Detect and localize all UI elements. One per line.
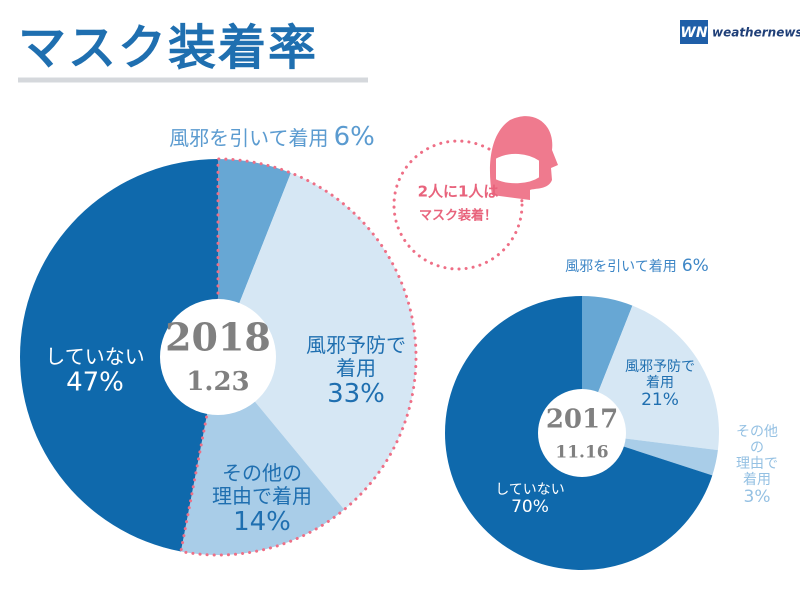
value-label: 6% — [681, 256, 709, 277]
category-label: 風邪を引いて着用 — [169, 126, 329, 151]
slice-label: 風邪を引いて着用 6% — [169, 122, 375, 153]
category-label: その他の 理由で着用 — [212, 461, 312, 509]
slice-label: していない 70% — [495, 482, 565, 518]
slice-label: していない 47% — [45, 344, 145, 399]
logo-box — [680, 20, 708, 44]
center-year: 2018 — [165, 314, 271, 359]
center-date: 1.23 — [186, 367, 249, 397]
value-label: 14% — [233, 507, 291, 538]
page-title: マスク装着率 — [18, 20, 319, 76]
value-label: 70% — [511, 497, 549, 518]
value-label: 47% — [66, 367, 124, 398]
category-label: 風邪予防で 着用 — [625, 359, 695, 392]
slice-label: 風邪予防で 着用 33% — [306, 334, 406, 410]
logo-name: weathernews — [712, 26, 800, 40]
value-label: 6% — [333, 122, 375, 153]
value-label: 21% — [641, 390, 679, 411]
center-hole — [538, 389, 626, 477]
logo-mark: WN — [680, 25, 707, 41]
callout-text: マスク装着！ — [419, 208, 497, 224]
category-label: 風邪予防で 着用 — [306, 333, 406, 381]
wearing-outline — [179, 157, 418, 557]
pie-slice — [20, 159, 219, 552]
slice-label: 風邪を引いて着用 6% — [565, 256, 709, 277]
pie-slice — [218, 172, 417, 510]
slice-label: 風邪予防で 着用 21% — [625, 359, 695, 411]
category-label: していない — [495, 482, 565, 499]
mask-icon-mask — [494, 152, 541, 186]
category-label: していない — [45, 344, 145, 369]
category-label: 風邪を引いて着用 — [565, 259, 677, 276]
value-label: 3% — [743, 487, 771, 508]
callout-text: 2人に1人は — [418, 183, 499, 201]
slice-label: その他の 理由で着用 3% — [736, 424, 779, 508]
value-label: 33% — [327, 379, 385, 410]
center-date: 11.16 — [555, 442, 608, 462]
category-label: その他の 理由で着用 — [736, 424, 778, 489]
center-hole — [160, 299, 276, 415]
slice-label: その他の 理由で着用 14% — [212, 462, 312, 538]
callout-ring — [392, 139, 524, 271]
center-year: 2017 — [546, 405, 618, 435]
